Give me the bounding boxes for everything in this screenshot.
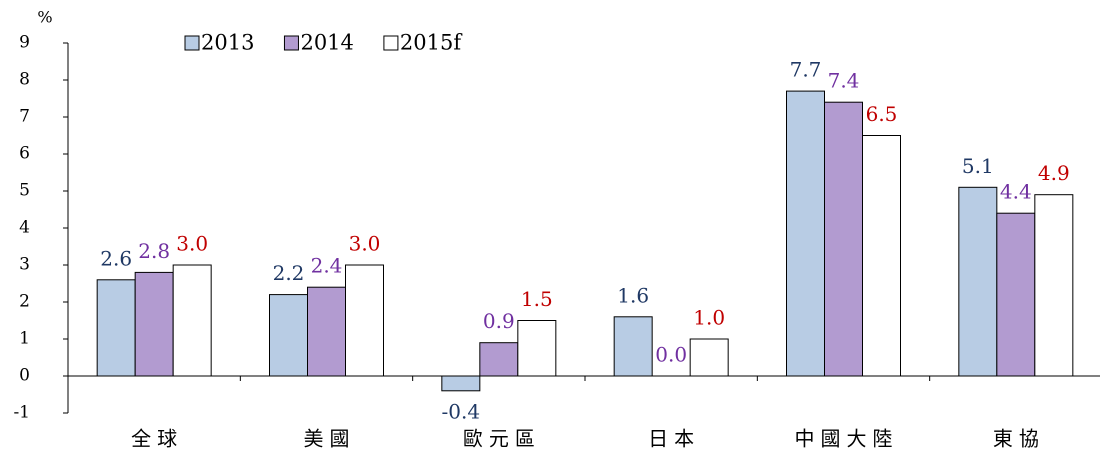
x-tick-label: 歐元區 <box>463 427 541 451</box>
bar <box>517 320 557 377</box>
bar <box>307 286 346 377</box>
data-label: 1.6 <box>617 283 649 307</box>
legend-label: 2014 <box>300 31 353 55</box>
x-tick-label: 美國 <box>304 427 356 451</box>
legend-swatch <box>283 35 299 51</box>
y-tick-label: 7 <box>19 107 30 127</box>
bar <box>441 375 481 392</box>
bar <box>172 264 212 377</box>
x-tick-label: 全球 <box>131 427 183 451</box>
bar <box>958 186 998 377</box>
y-tick-label: 3 <box>19 255 30 275</box>
data-label: 3.0 <box>176 232 208 256</box>
data-label: 2.8 <box>138 239 170 263</box>
data-label: 5.1 <box>962 154 994 178</box>
y-tick-label: -1 <box>13 403 30 423</box>
bar <box>862 135 901 377</box>
y-tick-label: 0 <box>19 366 30 386</box>
data-label: 7.4 <box>828 69 860 93</box>
data-label: 4.9 <box>1038 161 1070 185</box>
bar <box>134 271 174 377</box>
bar <box>824 101 863 377</box>
bar <box>479 342 519 377</box>
data-label: 2.6 <box>100 246 132 270</box>
data-label: 3.0 <box>349 232 381 256</box>
bar <box>345 264 384 377</box>
bar <box>613 316 653 377</box>
bar <box>786 90 825 377</box>
bar <box>96 279 136 377</box>
y-tick-label: 9 <box>19 33 30 53</box>
legend-swatch <box>184 35 200 51</box>
data-label: 0.0 <box>655 343 687 367</box>
data-label: 2.2 <box>273 261 305 285</box>
bar <box>996 212 1036 377</box>
legend-label: 2013 <box>201 31 254 55</box>
data-label: 1.5 <box>521 287 553 311</box>
legend-swatch <box>383 35 399 51</box>
data-label: 0.9 <box>483 309 515 333</box>
x-tick-label: 日本 <box>648 427 700 451</box>
legend-label: 2015f <box>400 31 463 55</box>
bar <box>689 338 729 377</box>
y-tick-label: 4 <box>19 218 30 238</box>
data-label: 1.0 <box>693 306 725 330</box>
bar <box>1034 194 1074 377</box>
data-label: 6.5 <box>866 102 898 126</box>
x-tick-label: 東協 <box>993 427 1045 451</box>
y-tick-label: 1 <box>19 329 30 349</box>
data-label: 2.4 <box>311 254 343 278</box>
data-label: -0.4 <box>442 399 481 423</box>
bar <box>269 294 308 377</box>
y-tick-label: 8 <box>19 70 30 90</box>
y-tick-label: 5 <box>19 181 30 201</box>
data-label: 7.7 <box>790 58 822 82</box>
y-axis-label: % <box>37 8 52 27</box>
x-tick-label: 中國大陸 <box>795 427 899 451</box>
y-tick-label: 6 <box>19 144 30 164</box>
data-label: 4.4 <box>1000 180 1032 204</box>
y-tick-label: 2 <box>19 292 30 312</box>
